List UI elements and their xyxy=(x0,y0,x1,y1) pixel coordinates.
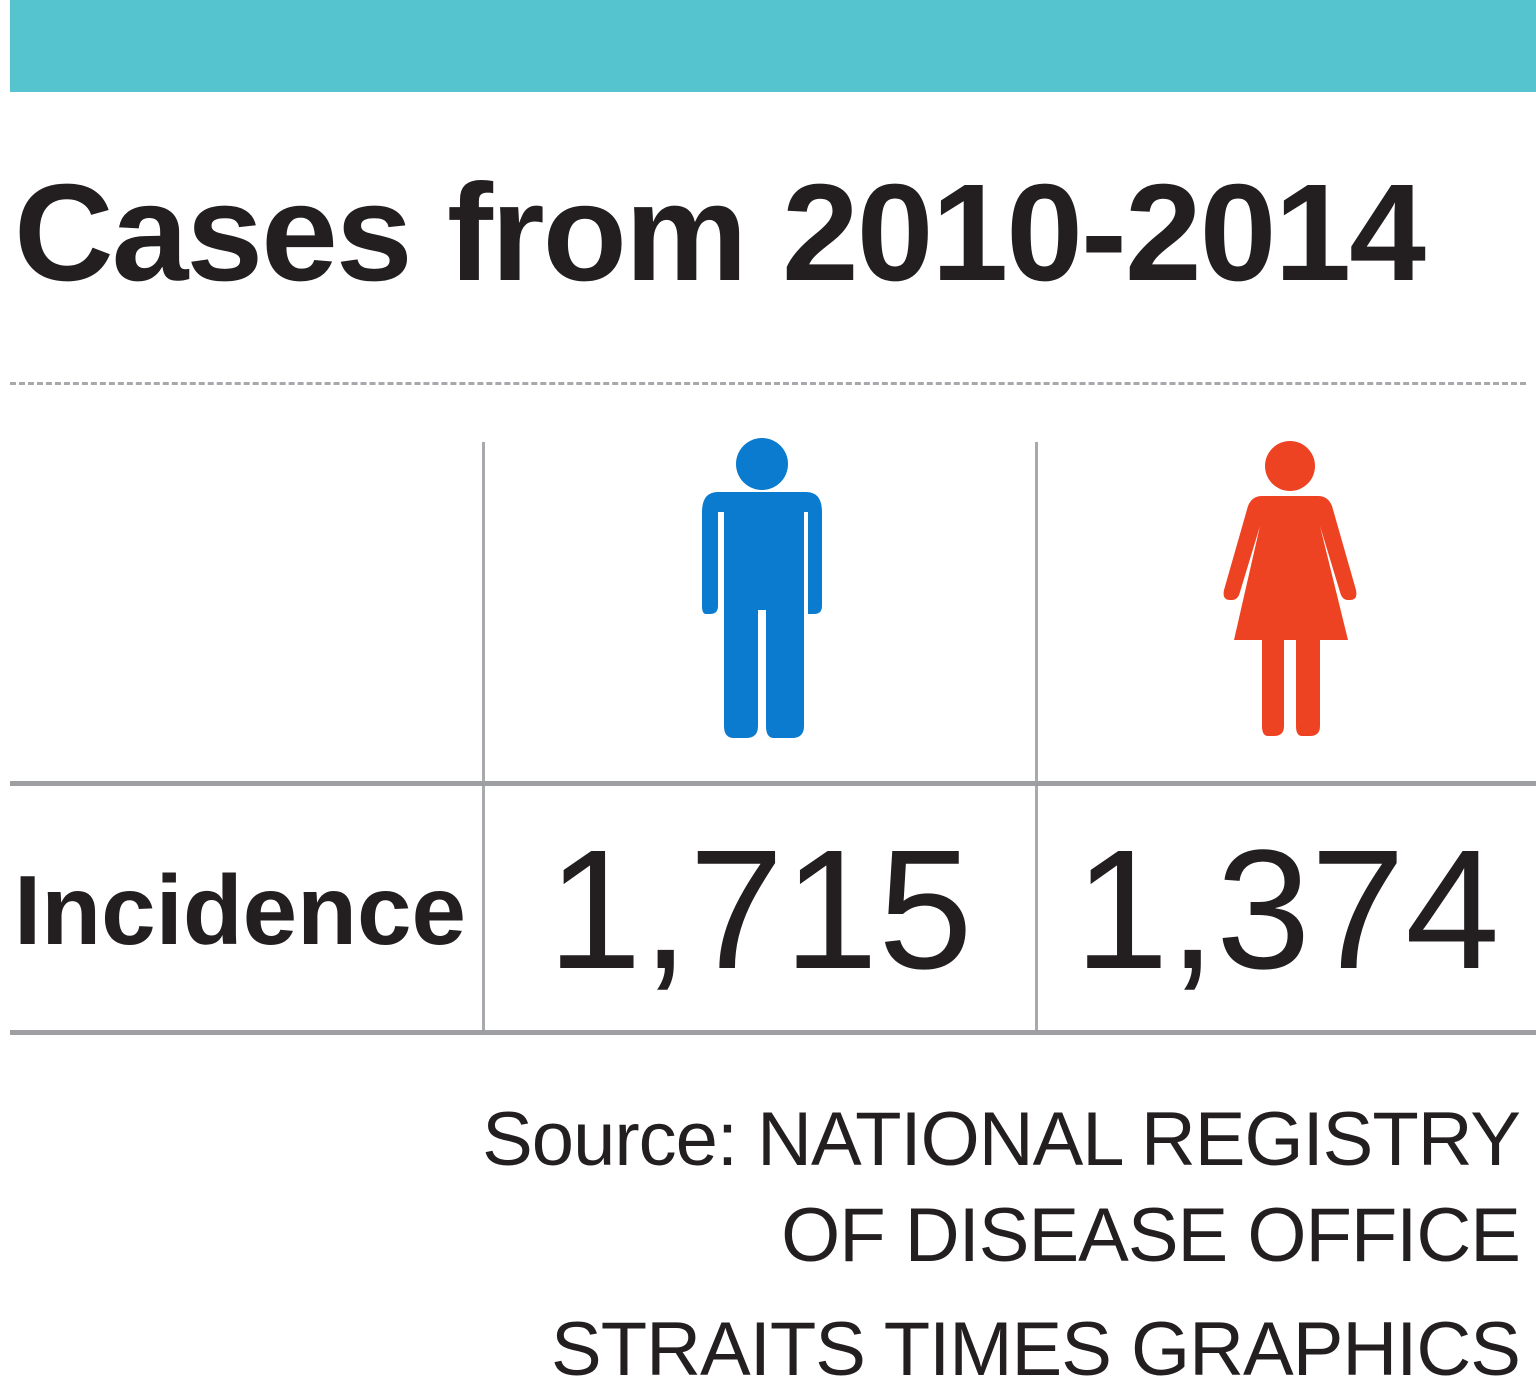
accent-bar xyxy=(10,0,1536,92)
source-note: Source: NATIONAL REGISTRY OF DISEASE OFF… xyxy=(482,1092,1521,1284)
bottom-rule xyxy=(10,1030,1536,1035)
male-incidence-value: 1,715 xyxy=(547,815,973,1005)
female-figure-icon xyxy=(1223,441,1357,736)
graphics-credit: STRAITS TIMES GRAPHICS xyxy=(551,1307,1521,1392)
source-line-1: Source: NATIONAL REGISTRY xyxy=(482,1097,1521,1182)
header-rule xyxy=(10,781,1536,786)
source-line-2: OF DISEASE OFFICE xyxy=(781,1193,1521,1278)
column-separator-left xyxy=(482,442,485,1030)
chart-title: Cases from 2010-2014 xyxy=(14,156,1426,310)
row-label-incidence: Incidence xyxy=(14,855,467,965)
column-separator-right xyxy=(1035,442,1038,1030)
dashed-divider xyxy=(10,382,1526,385)
female-incidence-value: 1,374 xyxy=(1074,815,1500,1005)
male-figure-icon xyxy=(702,438,822,738)
